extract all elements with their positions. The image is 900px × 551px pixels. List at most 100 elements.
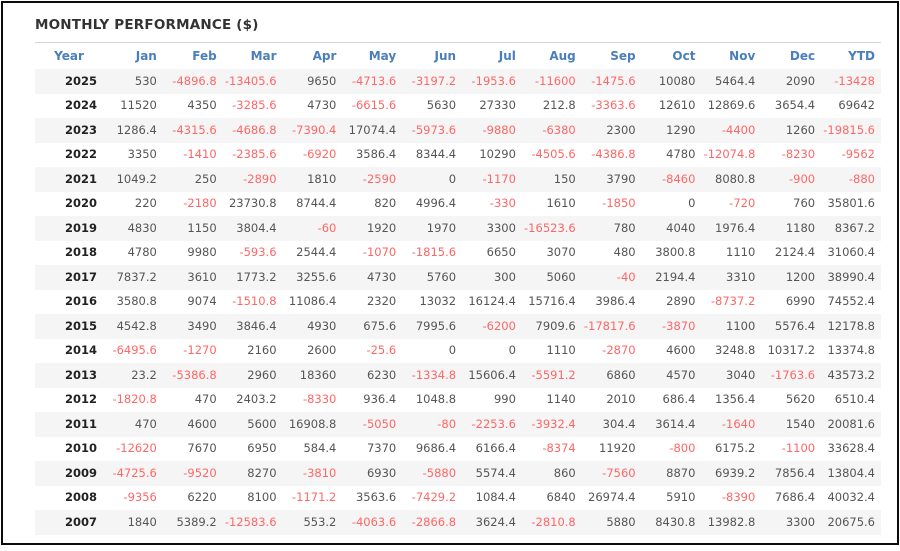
value-cell: 6230 <box>342 363 403 388</box>
year-cell: 2022 <box>64 147 97 161</box>
value-cell: -1850 <box>602 196 636 210</box>
column-header-oct: Oct <box>672 49 696 63</box>
table-row: 2016 3580.8 9074 -1510.8 11086.4 2320 13032 161… <box>35 290 881 315</box>
value-cell: 3610 <box>162 265 223 290</box>
value-cell: -3810 <box>282 461 343 486</box>
table-row: 2023 1286.4 -4315.6 -4686.8 -7390.4 17074.4 -5… <box>35 118 881 143</box>
value-cell: -330 <box>489 196 516 210</box>
value-cell: -2866.8 <box>402 510 463 535</box>
value-cell: 7370 <box>366 441 397 455</box>
value-cell: 2300 <box>581 118 642 143</box>
value-cell: 820 <box>374 196 397 210</box>
table-row: 2011 470 4600 5600 16908.8 -5050 -80 -2253.6 -39… <box>35 412 881 437</box>
value-cell: -1170 <box>462 167 522 192</box>
value-cell: 4830 <box>103 216 163 241</box>
table-row: 2021 1049.2 250 -2890 1810 -2590 0 -1170 150 3790… <box>35 167 881 192</box>
value-cell: -800 <box>669 441 696 455</box>
value-cell: 3490 <box>162 314 223 339</box>
year-cell: 2020 <box>64 196 97 210</box>
value-cell: 1110 <box>726 245 756 259</box>
value-cell: 8744.4 <box>296 196 337 210</box>
value-cell: -40 <box>581 265 642 290</box>
value-cell: -12074.8 <box>703 147 756 161</box>
value-cell: 7670 <box>187 441 217 455</box>
value-cell: 1100 <box>701 314 762 339</box>
value-cell: 1610 <box>546 196 576 210</box>
value-cell: -25.6 <box>366 343 397 357</box>
value-cell: 1356.4 <box>715 392 756 406</box>
value-cell: -80 <box>402 412 463 437</box>
value-cell: 212.8 <box>542 98 576 112</box>
value-cell: -6920 <box>302 147 337 161</box>
value-cell: -17817.6 <box>581 314 642 339</box>
value-cell: -4315.6 <box>162 118 223 143</box>
table-row: 2025 530 -4896.8 -13405.6 9650 -4713.6 -3197.2… <box>35 69 881 94</box>
value-cell: -1334.8 <box>402 363 463 388</box>
value-cell: -5973.6 <box>402 118 463 143</box>
value-cell: 6840 <box>546 490 576 504</box>
value-cell: 23.2 <box>103 363 163 388</box>
value-cell: -720 <box>729 196 756 210</box>
value-cell: 43573.2 <box>821 363 881 388</box>
column-header-apr: Apr <box>312 49 337 63</box>
value-cell: 3248.8 <box>715 343 756 357</box>
value-cell: 5600 <box>222 412 283 437</box>
year-cell: 2016 <box>64 294 97 308</box>
value-cell: 5060 <box>521 265 582 290</box>
value-cell: 8100 <box>247 490 277 504</box>
year-cell: 2015 <box>35 314 103 339</box>
value-cell: -4713.6 <box>342 69 403 94</box>
value-cell: 8080.8 <box>701 167 762 192</box>
value-cell: 8367.2 <box>821 216 881 241</box>
value-cell: -13405.6 <box>222 69 283 94</box>
table-row: 2024 11520 4350 -3285.6 4730 -6615.6 5630 27330… <box>35 94 881 119</box>
value-cell: 3563.6 <box>355 490 397 504</box>
table-row: 2015 4542.8 3490 3846.4 4930 675.6 7995.6 -6200… <box>35 314 881 339</box>
page-title: MONTHLY PERFORMANCE ($) <box>35 17 259 33</box>
table-row: 2008 -9356 6220 8100 -1171.2 3563.6 -7429.2 108… <box>35 486 881 511</box>
value-cell: 2010 <box>606 392 636 406</box>
year-cell: 2008 <box>64 490 97 504</box>
value-cell: 4780 <box>127 245 157 259</box>
value-cell: 9650 <box>282 69 343 94</box>
value-cell: 13032 <box>419 294 457 308</box>
value-cell: -6380 <box>521 118 582 143</box>
value-cell: 4780 <box>666 147 696 161</box>
value-cell: 13374.8 <box>827 343 875 357</box>
value-cell: 1110 <box>546 343 576 357</box>
value-cell: -4400 <box>701 118 762 143</box>
value-cell: -7560 <box>581 461 642 486</box>
value-cell: 300 <box>462 265 522 290</box>
value-cell: 3300 <box>761 510 822 535</box>
column-header-jan: Jan <box>135 49 157 63</box>
value-cell: 9980 <box>187 245 217 259</box>
value-cell: 4542.8 <box>103 314 163 339</box>
value-cell: 3580.8 <box>116 294 157 308</box>
value-cell: 11920 <box>599 441 636 455</box>
value-cell: 6860 <box>581 363 642 388</box>
value-cell: 12178.8 <box>821 314 881 339</box>
value-cell: 1084.4 <box>475 490 516 504</box>
value-cell: 1048.8 <box>415 392 457 406</box>
value-cell: -12583.6 <box>222 510 283 535</box>
value-cell: -2180 <box>183 196 217 210</box>
value-cell: 2160 <box>247 343 277 357</box>
value-cell: 6939.2 <box>701 461 762 486</box>
value-cell: 3255.6 <box>282 265 343 290</box>
value-cell: -2870 <box>602 343 636 357</box>
value-cell: 27330 <box>479 98 516 112</box>
value-cell: 33628.4 <box>827 441 875 455</box>
value-cell: 2124.4 <box>774 245 816 259</box>
value-cell: 6220 <box>187 490 217 504</box>
value-cell: 8344.4 <box>415 147 457 161</box>
value-cell: 990 <box>493 392 516 406</box>
value-cell: 1290 <box>641 118 702 143</box>
value-cell: 5910 <box>666 490 696 504</box>
value-cell: 3310 <box>701 265 762 290</box>
value-cell: -1475.6 <box>581 69 642 94</box>
value-cell: 13804.4 <box>821 461 881 486</box>
value-cell: -6200 <box>462 314 522 339</box>
value-cell: 31060.4 <box>827 245 875 259</box>
table-row: 2013 23.2 -5386.8 2960 18360 6230 -1334.8 15606… <box>35 363 881 388</box>
value-cell: -3285.6 <box>232 98 277 112</box>
